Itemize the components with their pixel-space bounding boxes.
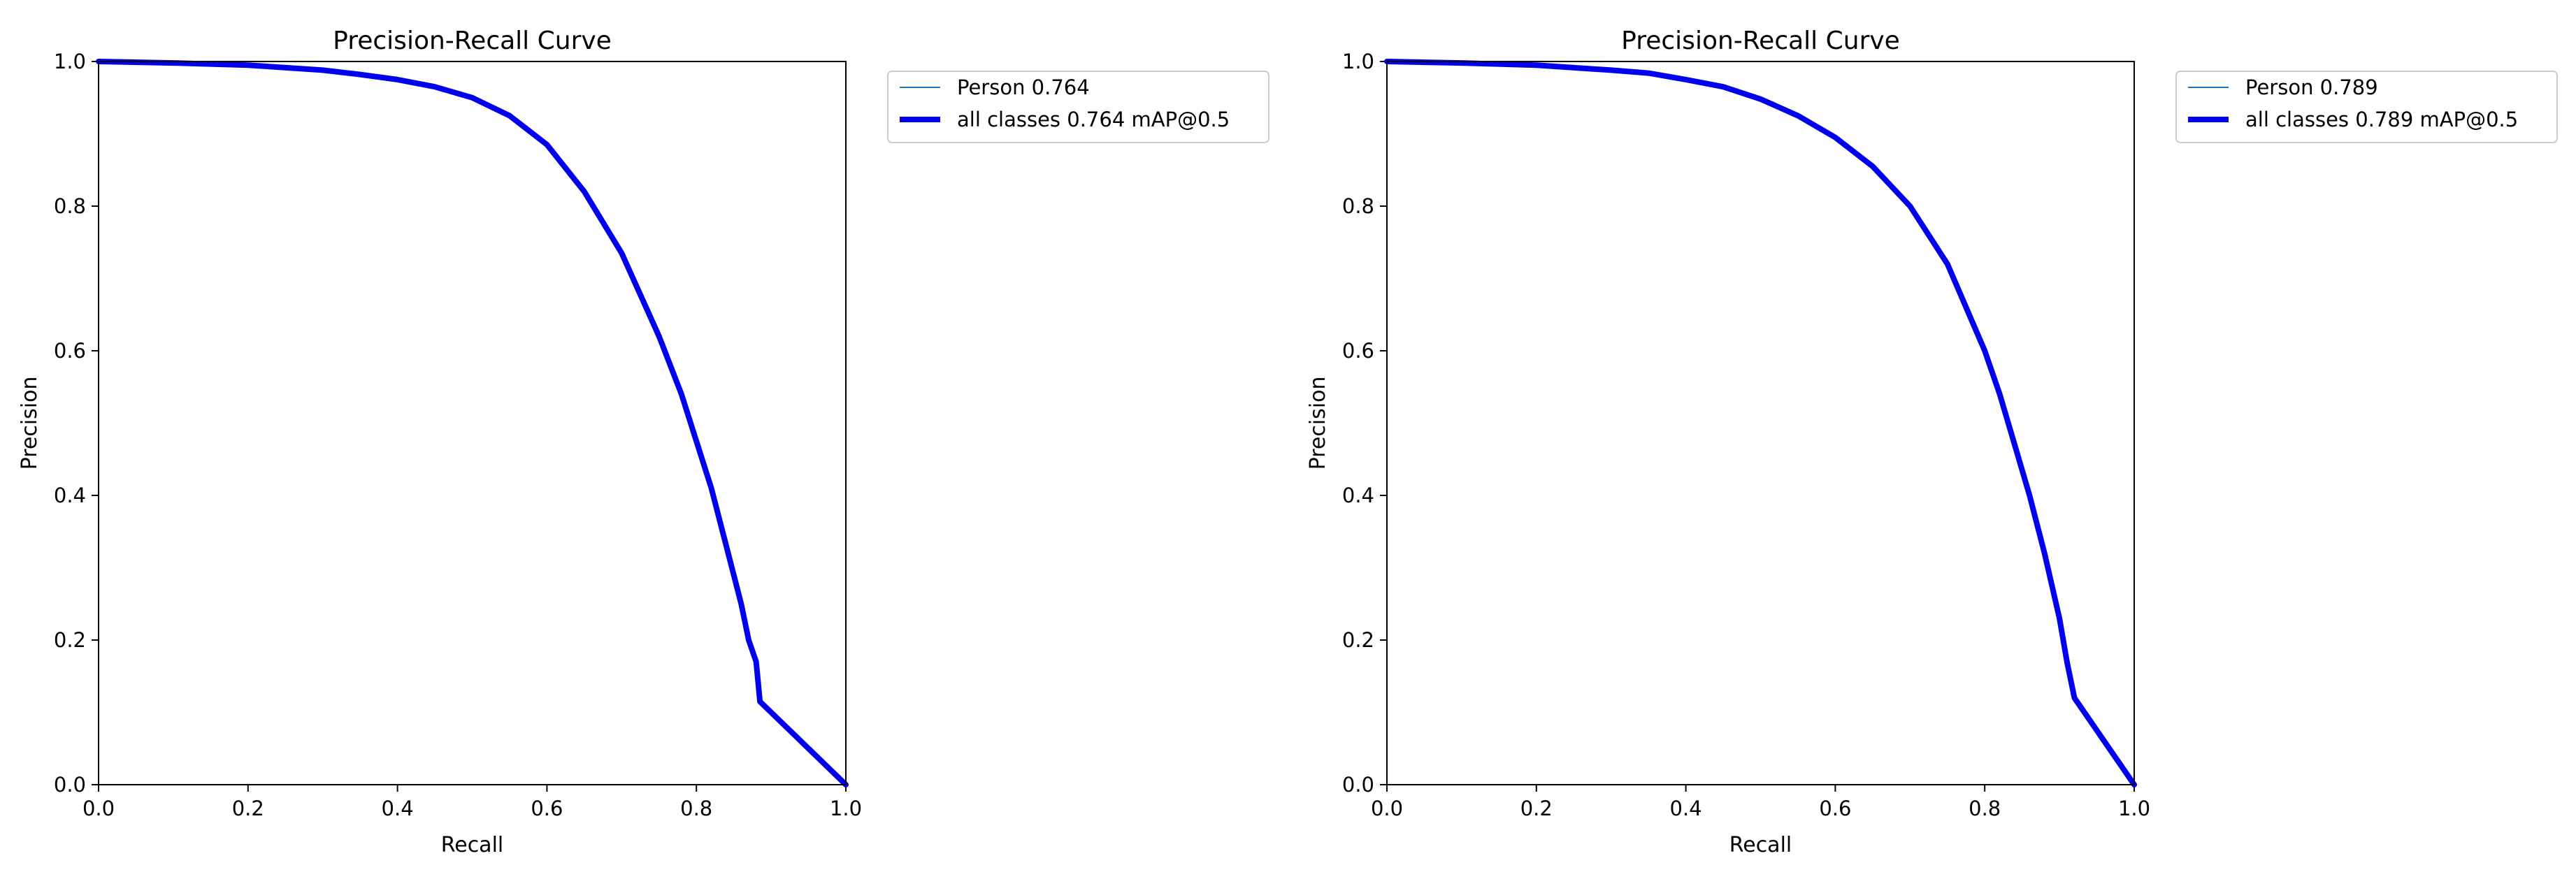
- y-tick-label: 1.0: [54, 50, 86, 73]
- y-axis-label: Precision: [1306, 377, 1330, 470]
- legend-box: [2175, 71, 2558, 143]
- x-tick-label: 0.2: [232, 797, 264, 820]
- chart-title: Precision-Recall Curve: [1621, 27, 1900, 55]
- y-tick-label: 0.0: [54, 773, 86, 797]
- pr-chart-left-svg: Precision-Recall Curve Recall Precision 0.0…: [17, 27, 1269, 857]
- x-axis-label: Recall: [441, 833, 504, 857]
- legend: Person 0.789 all classes 0.789 mAP@0.5: [2175, 71, 2558, 143]
- y-tick-label: 0.8: [1342, 194, 1374, 218]
- y-tick-label: 0.0: [1342, 773, 1374, 797]
- y-tick-label: 1.0: [1342, 50, 1374, 73]
- y-tick-label: 0.4: [1342, 484, 1374, 507]
- legend-box: [887, 71, 1269, 143]
- y-tick-label: 0.6: [1342, 339, 1374, 363]
- x-tick-label: 0.8: [1969, 797, 2001, 820]
- pr-chart-left: Precision-Recall Curve Recall Precision 0.0…: [17, 27, 1269, 857]
- y-tick-label: 0.6: [54, 339, 86, 363]
- legend-label-0: Person 0.764: [957, 75, 1090, 99]
- legend: Person 0.764 all classes 0.764 mAP@0.5: [887, 71, 1269, 143]
- x-tick-label: 0.6: [531, 797, 563, 820]
- plot-frame: [98, 61, 847, 785]
- y-tick-label: 0.8: [54, 194, 86, 218]
- legend-label-0: Person 0.789: [2245, 75, 2378, 99]
- x-tick-label: 0.4: [382, 797, 414, 820]
- y-tick-label: 0.2: [1342, 628, 1374, 652]
- series-line-1: [96, 59, 849, 787]
- x-axis-label: Recall: [1729, 833, 1792, 857]
- y-tick-label: 0.4: [54, 484, 86, 507]
- x-tick-label: 1.0: [830, 797, 862, 820]
- pr-chart-right-svg: Precision-Recall Curve Recall Precision 0.0…: [1306, 27, 2558, 857]
- pr-chart-right: Precision-Recall Curve Recall Precision 0.0…: [1288, 0, 2576, 886]
- chart-title: Precision-Recall Curve: [333, 27, 612, 55]
- plot-frame: [1386, 61, 2135, 785]
- series-line-1: [1384, 59, 2137, 787]
- x-tick-label: 0.6: [1819, 797, 1851, 820]
- series-line-0: [98, 61, 847, 785]
- x-tick-label: 1.0: [2118, 797, 2150, 820]
- series-line-0: [1386, 61, 2135, 785]
- y-axis-label: Precision: [17, 377, 42, 470]
- x-tick-label: 0.0: [1371, 797, 1403, 820]
- x-tick-label: 0.0: [82, 797, 115, 820]
- x-tick-label: 0.4: [1670, 797, 1702, 820]
- x-tick-label: 0.2: [1520, 797, 1553, 820]
- legend-label-1: all classes 0.789 mAP@0.5: [2245, 108, 2518, 131]
- y-tick-label: 0.2: [54, 628, 86, 652]
- legend-label-1: all classes 0.764 mAP@0.5: [957, 108, 1230, 131]
- x-tick-label: 0.8: [680, 797, 712, 820]
